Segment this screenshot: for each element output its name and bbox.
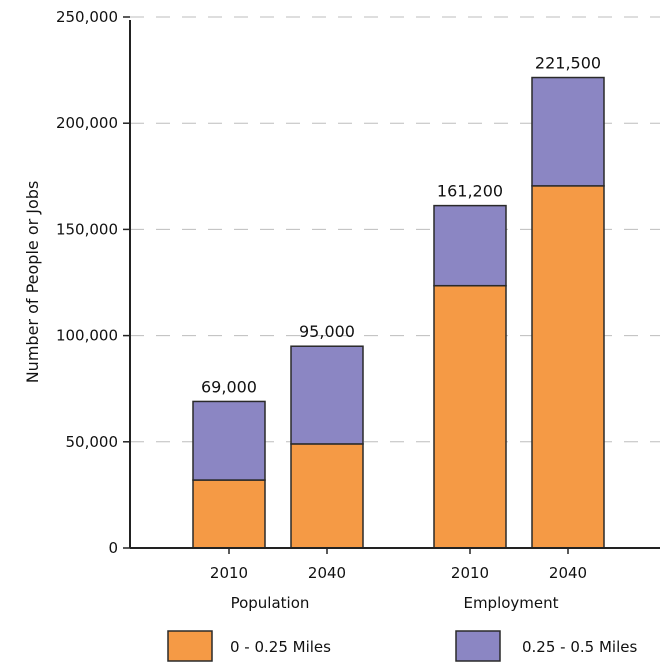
bar-segment-inner	[433, 284, 507, 549]
group-label: Employment	[463, 594, 558, 612]
bar-total-label: 95,000	[299, 322, 355, 341]
legend-swatch	[167, 630, 213, 662]
y-tick-label: 100,000	[56, 327, 118, 345]
legend-label: 0 - 0.25 Miles	[230, 638, 331, 656]
y-tick-label: 250,000	[56, 8, 118, 26]
y-axis-ticks: 0 50,000 100,000 150,000 200,000 250,000	[56, 8, 130, 557]
bar-segment-outer	[290, 345, 364, 445]
bar-segment-outer	[531, 76, 605, 187]
y-tick-label: 200,000	[56, 114, 118, 132]
y-tick-label: 150,000	[56, 220, 118, 238]
bar-segment-inner	[531, 185, 605, 549]
legend-swatch	[455, 630, 501, 662]
bars	[192, 76, 605, 549]
x-tick-label: 2040	[308, 564, 346, 582]
x-tick-label: 2040	[549, 564, 587, 582]
bar-total-label: 161,200	[437, 182, 503, 201]
legend-label: 0.25 - 0.5 Miles	[522, 638, 637, 656]
y-tick-label: 50,000	[66, 433, 119, 451]
bar-segment-inner	[192, 479, 266, 549]
x-tick-label: 2010	[451, 564, 489, 582]
bar-segment-inner	[290, 443, 364, 549]
group-labels: Population Employment	[231, 594, 559, 612]
bar-segment-outer	[192, 400, 266, 481]
group-label: Population	[231, 594, 310, 612]
x-axis-ticks: 2010 2040 2010 2040	[210, 548, 587, 582]
x-tick-label: 2010	[210, 564, 248, 582]
bar-total-label: 221,500	[535, 54, 601, 73]
y-tick-label: 0	[108, 539, 118, 557]
y-axis-label: Number of People or Jobs	[23, 181, 42, 384]
total-labels: 69,000 95,000 161,200 221,500	[201, 54, 601, 397]
bar-total-label: 69,000	[201, 377, 257, 396]
legend: 0 - 0.25 Miles 0.25 - 0.5 Miles	[167, 630, 637, 662]
bar-segment-outer	[433, 204, 507, 287]
